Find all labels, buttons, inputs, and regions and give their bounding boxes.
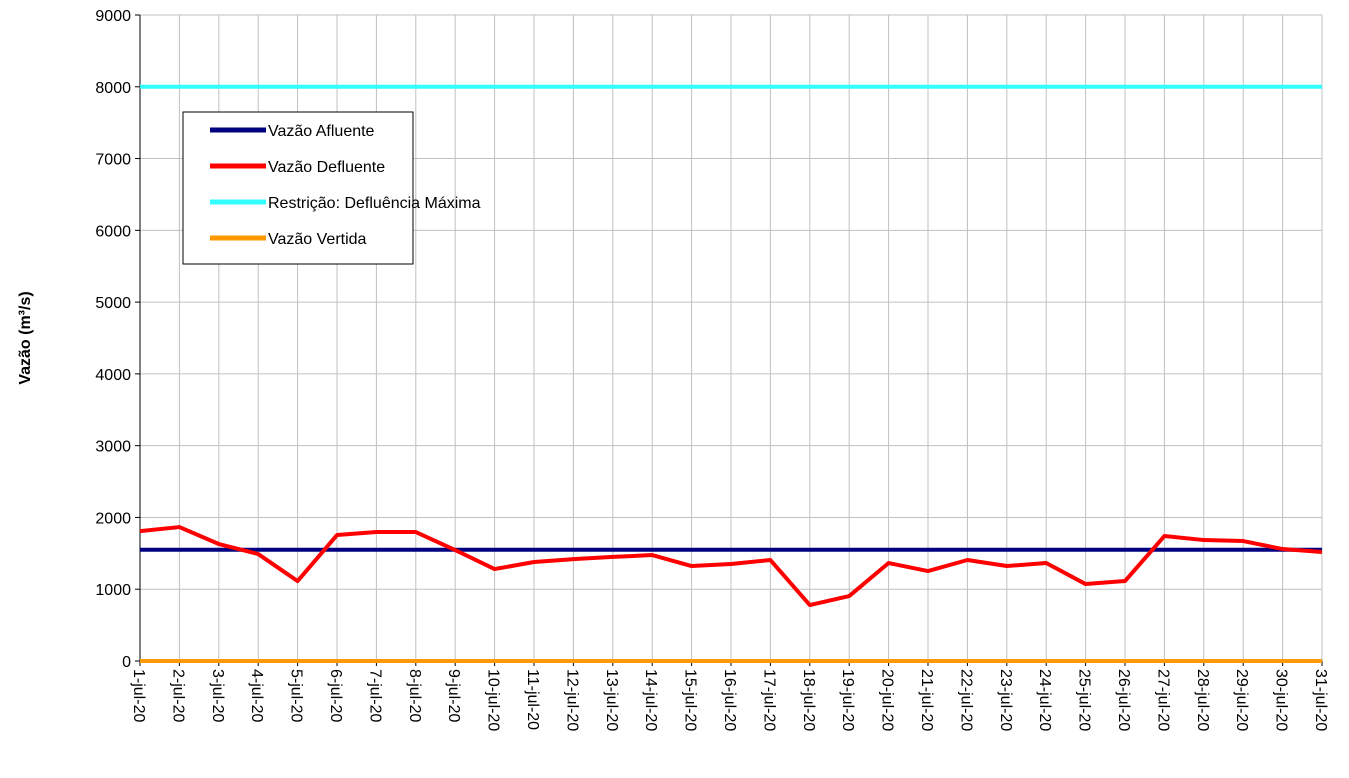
- x-tick-label: 28-jul-20: [1194, 669, 1211, 731]
- y-tick-label: 3000: [95, 439, 131, 456]
- x-tick-label: 31-jul-20: [1312, 669, 1329, 731]
- x-tick-label: 9-jul-20: [445, 669, 462, 722]
- y-tick-label: 5000: [95, 295, 131, 312]
- x-tick-label: 5-jul-20: [288, 669, 305, 722]
- x-tick-label: 24-jul-20: [1036, 669, 1053, 731]
- y-tick-label: 6000: [95, 223, 131, 240]
- x-tick-label: 27-jul-20: [1154, 669, 1171, 731]
- x-tick-label: 18-jul-20: [800, 669, 817, 731]
- y-tick-label: 1000: [95, 582, 131, 599]
- y-tick-label: 8000: [95, 80, 131, 97]
- x-tick-label: 21-jul-20: [918, 669, 935, 731]
- x-tick-label: 8-jul-20: [406, 669, 423, 722]
- series-line: [139, 525, 1323, 608]
- x-tick-label: 19-jul-20: [839, 669, 856, 731]
- y-tick-label: 7000: [95, 152, 131, 169]
- x-tick-label: 30-jul-20: [1273, 669, 1290, 731]
- legend-label: Vazão Vertida: [268, 231, 367, 248]
- x-tick-label: 13-jul-20: [603, 669, 620, 731]
- x-tick-label: 22-jul-20: [957, 669, 974, 731]
- x-tick-label: 15-jul-20: [682, 669, 699, 731]
- x-tick-label: 10-jul-20: [485, 669, 502, 731]
- x-tick-label: 11-jul-20: [524, 669, 541, 730]
- x-tick-label: 1-jul-20: [130, 669, 147, 722]
- x-tick-label: 20-jul-20: [879, 669, 896, 731]
- y-tick-label: 4000: [95, 367, 131, 384]
- y-axis-label: Vazão (m³/s): [17, 291, 34, 384]
- x-tick-label: 12-jul-20: [563, 669, 580, 731]
- legend-label: Restrição: Defluência Máxima: [268, 195, 481, 212]
- x-tick-label: 16-jul-20: [721, 669, 738, 731]
- x-tick-label: 6-jul-20: [327, 669, 344, 722]
- y-tick-label: 2000: [95, 510, 131, 527]
- x-tick-label: 26-jul-20: [1115, 669, 1132, 731]
- x-tick-label: 17-jul-20: [760, 669, 777, 731]
- x-tick-label: 4-jul-20: [248, 669, 265, 722]
- x-tick-label: 7-jul-20: [366, 669, 383, 722]
- x-tick-label: 3-jul-20: [209, 669, 226, 722]
- x-tick-label: 2-jul-20: [169, 669, 186, 722]
- legend-label: Vazão Defluente: [268, 159, 385, 176]
- x-tick-label: 25-jul-20: [1076, 669, 1093, 731]
- x-tick-label: 23-jul-20: [997, 669, 1014, 731]
- legend-label: Vazão Afluente: [268, 123, 375, 140]
- y-tick-label: 0: [122, 654, 131, 671]
- x-tick-label: 14-jul-20: [642, 669, 659, 731]
- x-tick-label: 29-jul-20: [1233, 669, 1250, 731]
- y-tick-label: 9000: [95, 8, 131, 25]
